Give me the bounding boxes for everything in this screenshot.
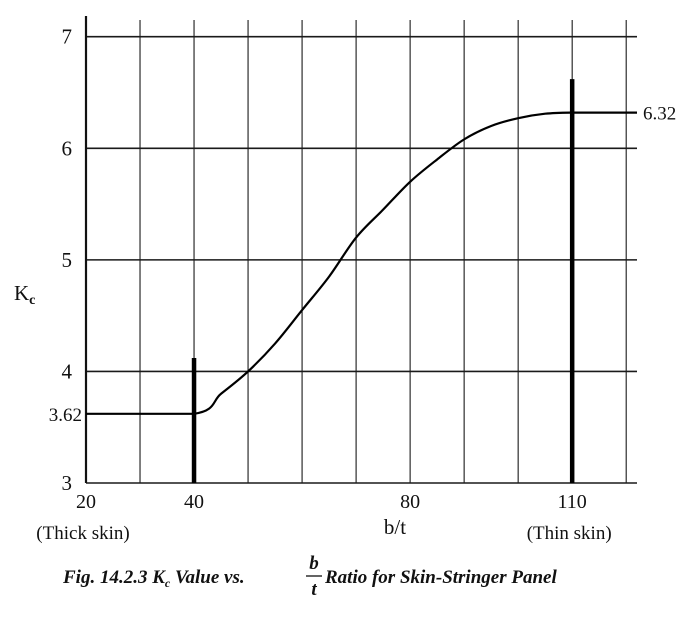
y-tick-label: 4 [62, 359, 73, 383]
y-tick-label: 5 [62, 248, 73, 272]
x-tick-label: 40 [184, 491, 204, 513]
tick-labels: 3 4 5 6 7 20 40 80 110 (Thick skin) (Thin skin) [36, 25, 611, 544]
x-axis-label: b/t [384, 515, 406, 539]
y-tick-label: 6 [62, 136, 73, 160]
x-tick-label: 110 [558, 491, 587, 513]
x-note-label: (Thick skin) [36, 523, 129, 544]
svg-text:Fig. 14.2.3 Kc Value vs.: Fig. 14.2.3 Kc Value vs. [62, 567, 245, 590]
value-annotation: 3.62 [49, 405, 82, 426]
y-axis-label-main: K [14, 281, 29, 305]
figure-caption: Fig. 14.2.3 Kc Value vs. b t Ratio for S… [62, 553, 557, 600]
grid [84, 16, 637, 484]
kc-curve [86, 111, 637, 415]
caption-middle: Value vs. [170, 567, 244, 588]
y-axis-label: Kc [14, 281, 35, 308]
value-annotation: 6.32 [643, 104, 676, 125]
marks [86, 79, 637, 483]
x-tick-label: 80 [400, 491, 420, 513]
y-tick-label: 7 [62, 25, 73, 49]
annotations: 3.62 6.32 [49, 104, 677, 426]
caption-frac-num: b [309, 553, 319, 574]
caption-suffix: Ratio for Skin-Stringer Panel [324, 567, 557, 588]
caption-frac-den: t [311, 579, 317, 600]
x-note-label: (Thin skin) [527, 523, 612, 544]
x-tick-label: 20 [76, 491, 96, 513]
caption-prefix: Fig. 14.2.3 K [62, 567, 166, 588]
caption-sub: c [165, 576, 171, 590]
y-tick-label: 3 [62, 471, 73, 495]
y-axis-label-sub: c [29, 293, 35, 308]
